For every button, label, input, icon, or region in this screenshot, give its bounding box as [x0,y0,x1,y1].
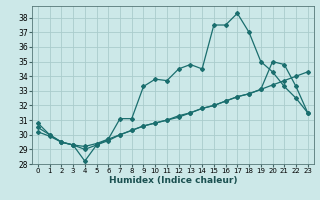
X-axis label: Humidex (Indice chaleur): Humidex (Indice chaleur) [108,176,237,185]
